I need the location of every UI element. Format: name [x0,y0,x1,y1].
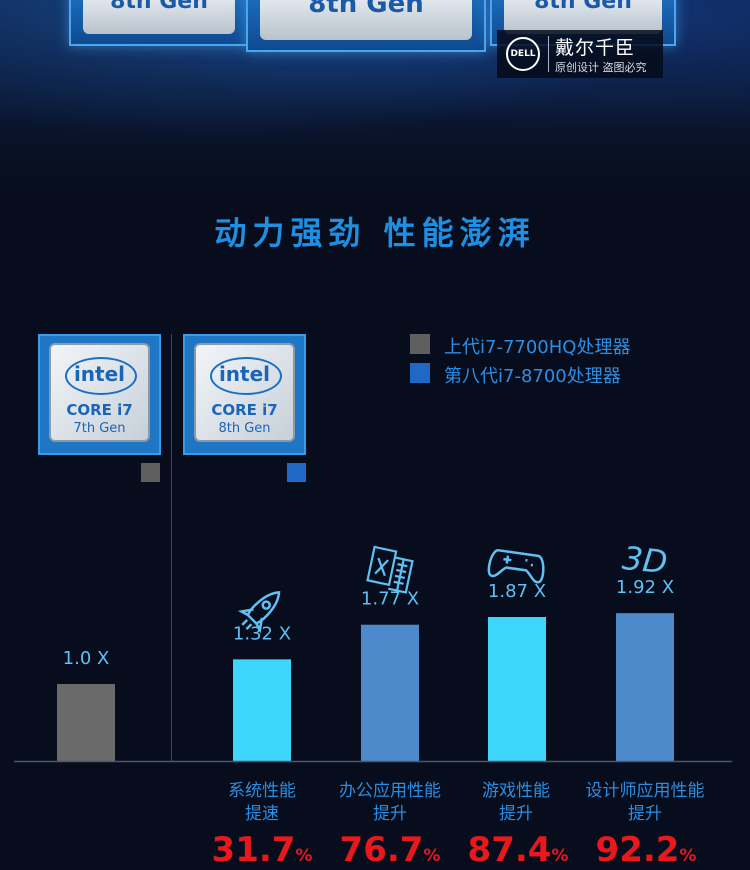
improvement-percent: 76.7% [330,830,450,870]
category-line: 办公应用性能 [339,781,441,801]
intel-logo-icon [210,357,282,395]
percent-value: 31.7 [211,830,296,870]
percent-value: 76.7 [339,830,424,870]
banner-chip-left: 8th Gen [69,0,249,46]
category-line: 系统性能 [228,781,296,801]
chip-8th-gen: intel CORE i7 8th Gen [183,334,306,455]
category-line: 提升 [499,804,533,824]
chip-brand: intel [73,362,126,386]
value-label: 1.92 X [616,577,674,598]
legend-swatch [410,363,430,383]
chip-core: CORE i7 [66,401,133,419]
legend-swatch-gray [141,463,160,482]
category-label: 设计师应用性能 提升 [573,780,717,826]
dell-watermark: DELL 戴尔千臣 原创设计 盗图必究 [497,30,663,78]
legend-label: 上代i7-7700HQ处理器 [444,337,631,358]
rocket-icon [237,591,281,634]
value-label: 1.87 X [488,581,546,602]
bar [57,684,115,761]
chip-face: intel CORE i7 8th Gen [194,343,295,442]
improvement-percent: 92.2% [586,830,706,870]
percent-unit: % [679,846,697,866]
chip-7th-gen: intel CORE i7 7th Gen [38,334,161,455]
top-banner: 8th Gen 8th Gen 8th Gen DELL 戴尔千臣 原创设计 盗… [0,0,750,190]
excel-icon [366,545,414,594]
percent-unit: % [423,846,441,866]
value-label: 1.77 X [361,589,419,610]
3d-icon: 3D [621,539,670,581]
intel-logo-icon [65,357,137,395]
chip-brand: intel [218,362,271,386]
category-label: 系统性能 提速 [202,780,322,826]
dell-logo: DELL [506,37,540,71]
banner-chip-center: 8th Gen [246,0,486,52]
banner-chip-text: 8th Gen [83,0,235,34]
percent-value: 87.4 [467,830,552,870]
chip-gen: 7th Gen [73,421,126,436]
bar [616,613,674,761]
value-label: 1.32 X [233,623,291,644]
store-name: 戴尔千臣 [555,37,636,59]
vertical-divider [171,334,172,761]
bar [233,659,291,761]
percent-value: 92.2 [595,830,680,870]
category-line: 提升 [373,804,407,824]
chip-core: CORE i7 [211,401,278,419]
bar [488,617,546,761]
chip-face: intel CORE i7 7th Gen [49,343,150,442]
banner-chip-text: 8th Gen [504,0,662,34]
improvement-percent: 31.7% [202,830,322,870]
gamepad-icon [487,549,545,584]
banner-chip-text: 8th Gen [260,0,472,40]
category-line: 游戏性能 [482,781,550,801]
value-label: 1.0 X [63,648,110,669]
category-line: 设计师应用性能 [585,781,705,801]
legend-label: 第八代i7-8700处理器 [444,366,621,387]
category-label: 游戏性能 提升 [461,780,571,826]
category-line: 提速 [245,804,279,824]
improvement-percent: 87.4% [458,830,578,870]
legend-swatch [410,334,430,354]
legend-swatch-blue [287,463,306,482]
store-subtitle: 原创设计 盗图必究 [555,61,647,74]
category-line: 提升 [628,804,662,824]
category-label: 办公应用性能 提升 [320,780,460,826]
page-title: 动力强劲 性能澎湃 [214,214,536,252]
divider [548,36,549,72]
chip-gen: 8th Gen [218,421,271,436]
percent-unit: % [551,846,569,866]
percent-unit: % [295,846,313,866]
bar [361,624,419,761]
